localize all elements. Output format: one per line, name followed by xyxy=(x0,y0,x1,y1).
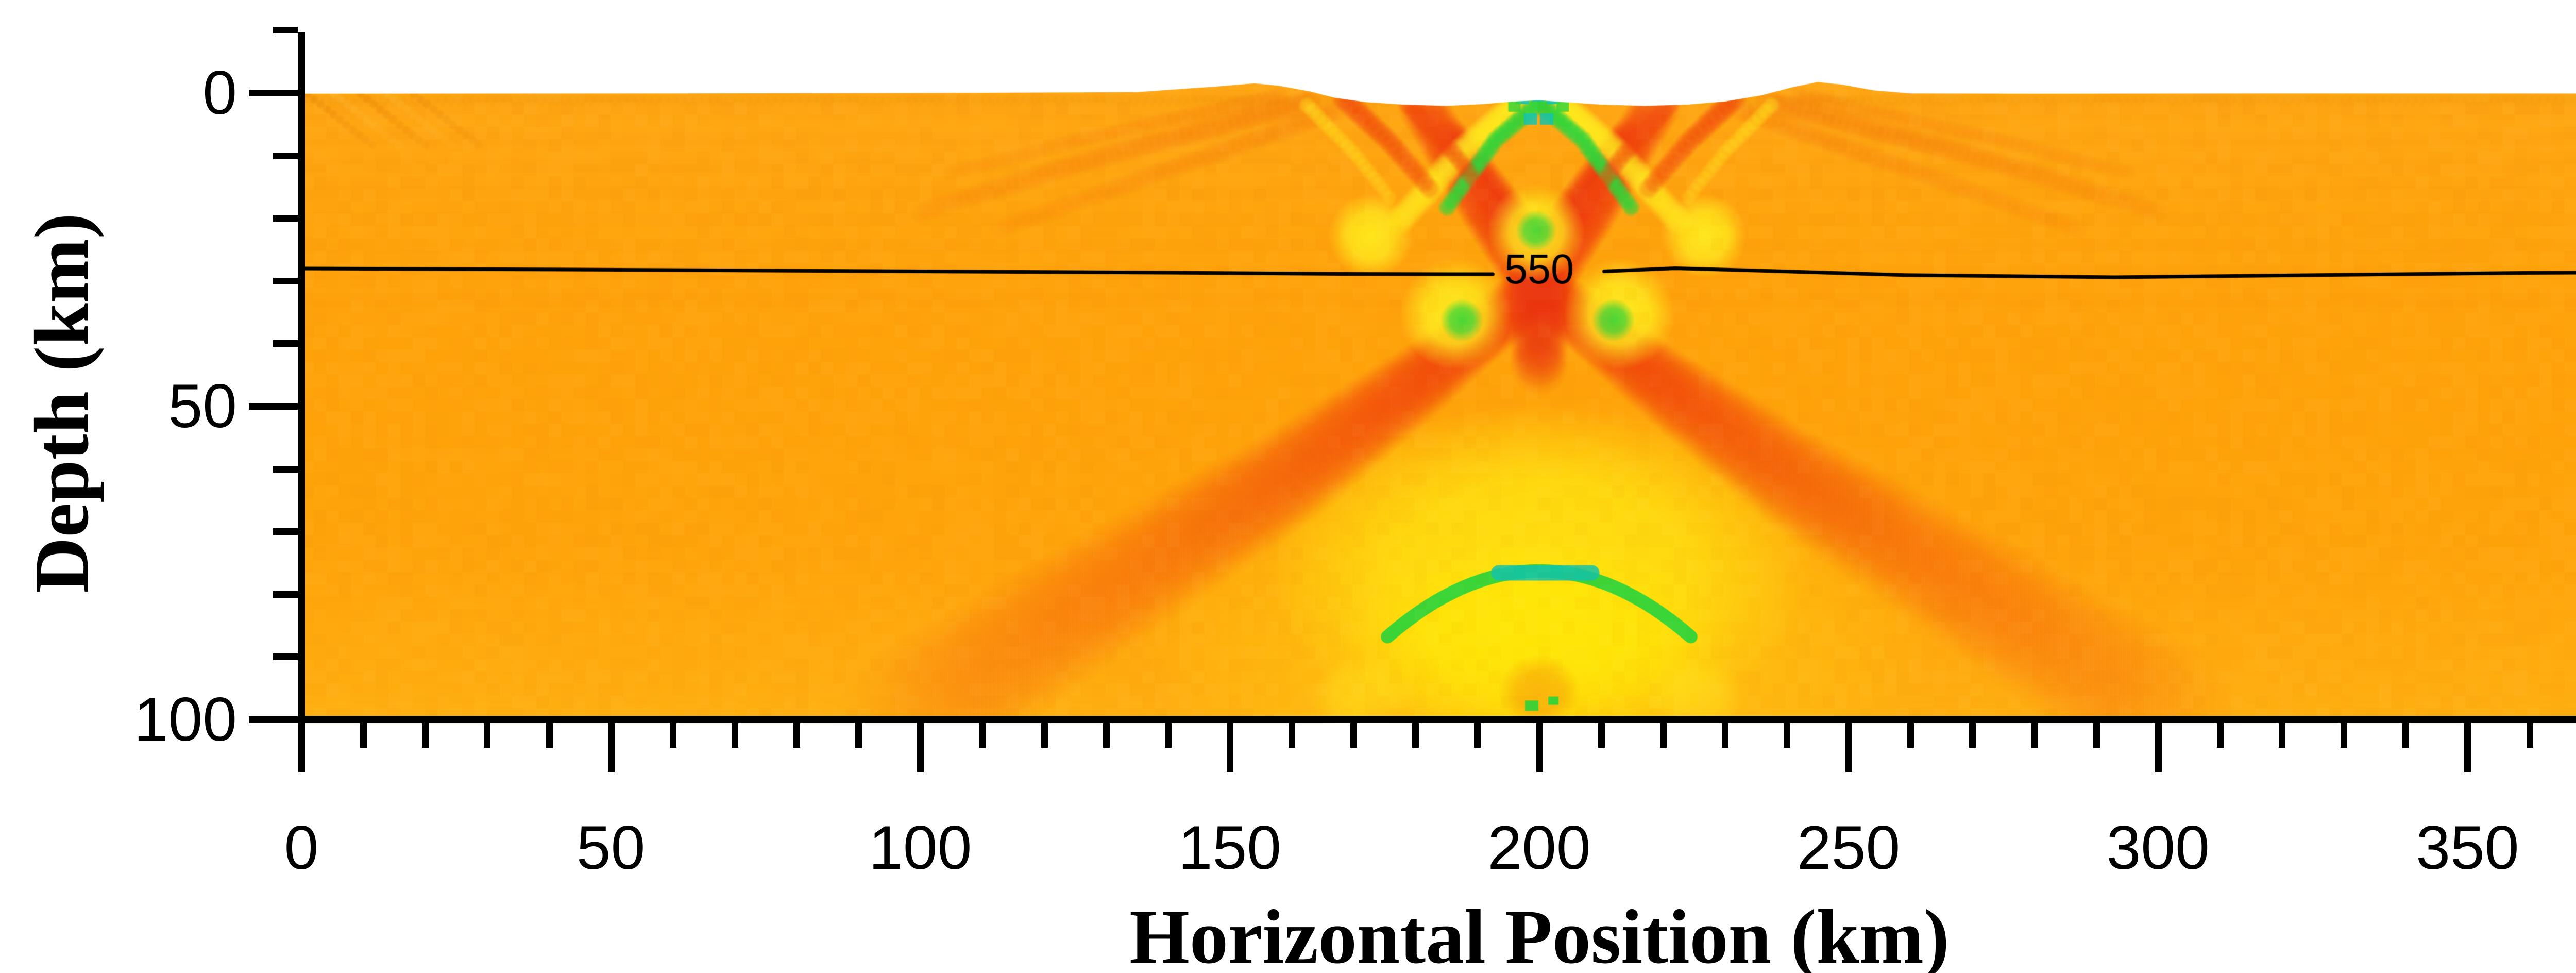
y-tick-label: 0 xyxy=(202,58,237,127)
y-minor-tick-left xyxy=(273,277,298,284)
x-minor-tick xyxy=(1412,723,1419,748)
y-minor-tick-left xyxy=(273,465,298,473)
y-major-tick-left xyxy=(249,90,298,96)
x-minor-tick xyxy=(1721,723,1728,748)
y-tick-label: 50 xyxy=(168,372,237,441)
x-minor-tick xyxy=(1350,723,1358,748)
x-major-tick xyxy=(2155,723,2162,772)
x-minor-tick xyxy=(2093,723,2100,748)
x-minor-tick xyxy=(1784,723,1790,748)
x-tick-label: 350 xyxy=(2416,813,2519,882)
x-minor-tick xyxy=(1103,723,1110,748)
x-minor-tick xyxy=(422,723,429,748)
y-minor-tick-left xyxy=(273,340,298,347)
x-minor-tick xyxy=(1907,723,1914,748)
x-minor-tick xyxy=(1474,723,1481,748)
x-tick-label: 50 xyxy=(576,813,646,882)
x-tick-label: 200 xyxy=(1487,813,1591,882)
x-minor-tick xyxy=(2341,723,2348,748)
x-minor-tick xyxy=(1659,723,1667,748)
x-minor-tick xyxy=(1969,723,1976,748)
y-minor-tick-left xyxy=(273,653,298,661)
y-minor-tick-left xyxy=(273,528,298,535)
y-axis-title: Depth (km) xyxy=(19,213,105,593)
x-minor-tick xyxy=(2216,723,2224,748)
x-minor-tick xyxy=(1289,723,1295,748)
x-minor-tick xyxy=(546,723,553,748)
x-minor-tick xyxy=(1041,723,1048,748)
x-axis-title: Horizontal Position (km) xyxy=(1129,894,1950,973)
x-tick-label: 150 xyxy=(1178,813,1281,882)
x-minor-tick xyxy=(731,723,738,748)
x-tick-label: 0 xyxy=(284,813,319,882)
y-minor-tick-left xyxy=(273,27,298,34)
bottom-axis-line xyxy=(298,716,2576,723)
x-minor-tick xyxy=(484,723,491,748)
left-axis-line xyxy=(298,32,305,723)
x-tick-label: 100 xyxy=(869,813,972,882)
x-minor-tick xyxy=(2279,723,2285,748)
x-major-tick xyxy=(1536,723,1543,772)
x-major-tick xyxy=(607,723,615,772)
x-minor-tick xyxy=(855,723,862,748)
y-tick-label: 100 xyxy=(133,685,237,754)
y-major-tick-left xyxy=(249,716,298,723)
y-minor-tick-left xyxy=(273,152,298,159)
x-major-tick xyxy=(298,723,305,772)
x-major-tick xyxy=(2464,723,2471,772)
x-minor-tick xyxy=(2402,723,2410,748)
x-major-tick xyxy=(1226,723,1233,772)
x-minor-tick xyxy=(2031,723,2038,748)
y-minor-tick-left xyxy=(273,591,298,598)
x-major-tick xyxy=(917,723,924,772)
x-minor-tick xyxy=(669,723,676,748)
y-minor-tick-left xyxy=(273,215,298,222)
y-major-tick-left xyxy=(249,403,298,410)
x-minor-tick xyxy=(979,723,986,748)
x-minor-tick xyxy=(793,723,800,748)
x-minor-tick xyxy=(360,723,367,748)
x-minor-tick xyxy=(1164,723,1172,748)
x-tick-label: 300 xyxy=(2106,813,2210,882)
x-major-tick xyxy=(1845,723,1853,772)
x-minor-tick xyxy=(1598,723,1605,748)
x-minor-tick xyxy=(2526,723,2533,748)
x-tick-label: 250 xyxy=(1797,813,1901,882)
